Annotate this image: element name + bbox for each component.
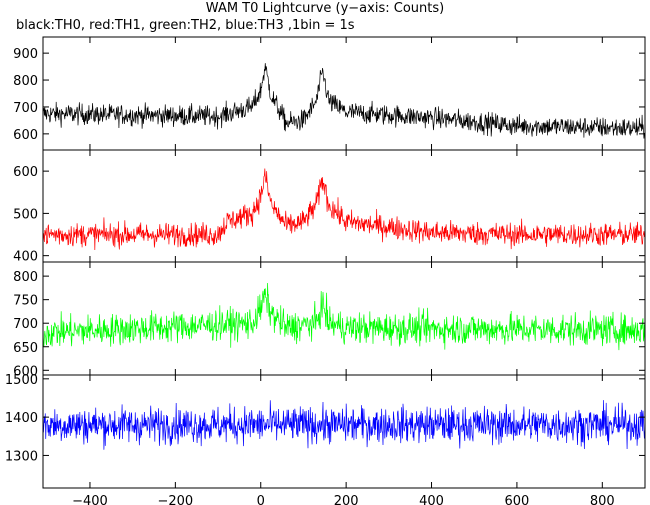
series-line-th3 (43, 400, 645, 450)
x-tick-label: 600 (505, 494, 530, 505)
y-tick-label: 750 (13, 294, 38, 309)
y-tick-label: 900 (13, 47, 38, 62)
panel-frame-th2 (42, 261, 646, 376)
x-tick-label: 400 (419, 494, 444, 505)
panel-frame-th0 (42, 36, 646, 151)
x-tick-label: −400 (72, 494, 108, 505)
y-tick-label: 600 (13, 128, 38, 143)
y-tick-label: 1500 (5, 373, 38, 388)
series-line-th0 (43, 63, 645, 139)
y-tick-label: 700 (13, 101, 38, 116)
chart-subtitle: black:TH0, red:TH1, green:TH2, blue:TH3 … (16, 18, 355, 33)
x-tick-label: −200 (157, 494, 193, 505)
y-tick-label: 600 (13, 165, 38, 180)
x-tick-label: 0 (257, 494, 265, 505)
y-tick-label: 600 (13, 364, 38, 379)
y-tick-label: 1400 (5, 411, 38, 426)
series-line-th2 (43, 282, 645, 351)
y-tick-label: 800 (13, 74, 38, 89)
x-tick-label: 200 (334, 494, 359, 505)
panel-frame-th1 (42, 149, 646, 263)
y-tick-label: 400 (13, 250, 38, 265)
chart-title: WAM T0 Lightcurve (y−axis: Counts) (205, 1, 445, 16)
y-tick-label: 650 (13, 341, 38, 356)
series-line-th1 (43, 168, 645, 250)
y-tick-label: 700 (13, 317, 38, 332)
y-tick-label: 1300 (5, 449, 38, 464)
panel-frame-th3 (42, 374, 646, 489)
y-tick-label: 800 (13, 270, 38, 285)
x-tick-label: 800 (590, 494, 615, 505)
y-tick-label: 500 (13, 207, 38, 222)
